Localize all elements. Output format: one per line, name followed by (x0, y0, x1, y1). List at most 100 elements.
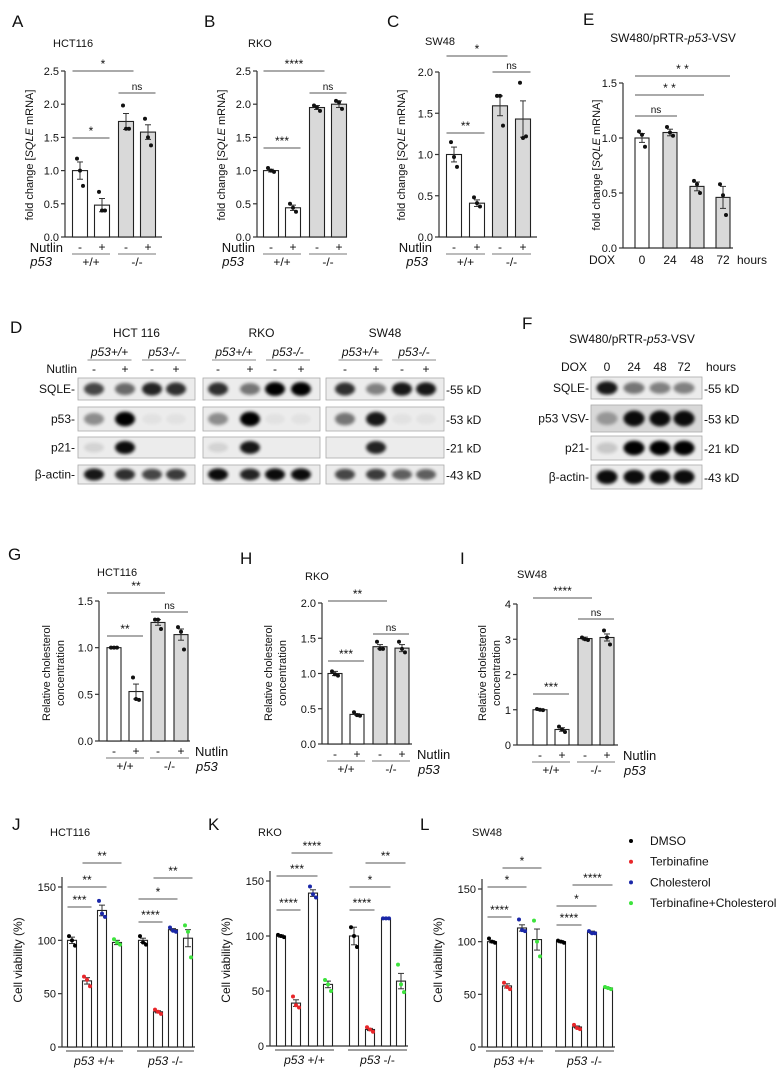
blot-band (673, 469, 695, 485)
lane-label: - (78, 240, 82, 254)
row-label-hours: hours (737, 253, 767, 267)
lane-label: 48 (690, 253, 704, 267)
blot-band (596, 411, 618, 426)
blot-strip-0 (590, 376, 703, 400)
significance-label: ** (168, 864, 178, 878)
blot-band (240, 468, 260, 481)
row-label-nutlin: Nutlin (399, 240, 432, 255)
bar (634, 137, 650, 249)
data-point (535, 939, 539, 944)
significance-label: **** (353, 896, 372, 910)
data-point (381, 646, 385, 651)
data-point (603, 984, 607, 989)
lane-label: + (422, 362, 429, 376)
group-gene: p53 (283, 1053, 304, 1067)
blot-strip-3 (77, 464, 196, 485)
data-point (637, 129, 641, 134)
lane-label: + (335, 240, 342, 254)
bar (689, 185, 705, 249)
chart-title-part: SW480/pRTR- (610, 31, 688, 45)
significance-label: ** (461, 119, 471, 133)
blot-size-label: -55 kD (446, 383, 482, 397)
chart-title: SW48 (517, 569, 547, 581)
data-point (602, 628, 606, 633)
significance-label: **** (560, 911, 579, 925)
legend-label: Terbinafine (650, 855, 709, 869)
chart-title: HCT116 (53, 38, 93, 50)
data-point (272, 169, 276, 174)
blot-band (623, 469, 645, 485)
panel-letter-I: I (460, 549, 465, 568)
lane-label: + (372, 362, 379, 376)
blot-strip-0 (202, 377, 321, 401)
group-label: p53 -/- (566, 1054, 602, 1068)
group-gene: p53 (359, 1053, 380, 1067)
bar (599, 636, 615, 746)
data-point (378, 646, 382, 651)
data-point (88, 984, 92, 989)
significance-label: * * (676, 62, 689, 76)
blot-frame (77, 377, 196, 401)
group-label: +/+ (82, 255, 99, 269)
data-point (115, 645, 119, 650)
chart-title: HCT116 (50, 827, 90, 839)
lane-label: + (398, 747, 405, 761)
data-point (403, 650, 407, 655)
lane-label: + (353, 747, 360, 761)
data-point (368, 1027, 372, 1032)
y-tick-label: 0.0 (301, 739, 316, 751)
data-point (329, 989, 333, 993)
group-label: p53 -/- (147, 1054, 183, 1068)
data-point (323, 978, 327, 982)
data-point (505, 984, 509, 989)
blot-band (240, 441, 260, 454)
data-point (282, 935, 286, 940)
chart-title: SW48 (425, 36, 455, 48)
significance-label: **** (303, 839, 322, 853)
data-point (297, 1005, 301, 1010)
y-axis-label-part: SQLE (216, 127, 228, 157)
bar (96, 909, 108, 1048)
blot-genotype: p53+/+ (214, 345, 252, 359)
y-axis-label-part: SQLE (24, 127, 36, 157)
blot-frame (590, 376, 703, 400)
bar (586, 931, 598, 1048)
data-point (269, 168, 273, 173)
significance-label: * (574, 892, 579, 906)
y-axis-label: Relative cholesterol (477, 625, 489, 721)
legend-label: DMSO (650, 834, 686, 848)
y-tick-label: 100 (38, 935, 56, 947)
blot-strip-1 (77, 406, 196, 432)
significance-label: ** (97, 849, 107, 863)
data-point (171, 928, 175, 933)
blot-band (623, 440, 645, 456)
blot-band (649, 440, 671, 456)
significance-label: * (475, 42, 480, 56)
blot-genotype: p53+/+ (90, 345, 128, 359)
lane-label: + (289, 240, 296, 254)
bar (173, 634, 189, 742)
y-tick-label: 1.5 (78, 596, 93, 608)
y-axis-label: Cell viability (%) (219, 917, 233, 1002)
bar (167, 929, 179, 1048)
data-point (508, 987, 512, 992)
data-point (294, 209, 298, 214)
group-gene: p53 (147, 1054, 168, 1068)
bar (106, 647, 122, 742)
group-genotype: -/- (172, 1054, 183, 1068)
y-tick-label: 0.5 (44, 199, 59, 211)
significance-label: ** (82, 873, 92, 887)
row-label-p53: p53 (417, 762, 440, 777)
group-label: p53 +/+ (283, 1053, 325, 1067)
data-point (183, 923, 187, 928)
blot-strip-1 (590, 404, 703, 433)
data-point (563, 729, 567, 734)
lane-label: - (273, 362, 277, 376)
y-axis-label: concentration (491, 640, 503, 706)
bar (152, 1011, 164, 1048)
data-point (387, 916, 391, 921)
y-axis-label-part: fold change [ (396, 157, 408, 220)
data-point (478, 204, 482, 209)
data-point (692, 178, 696, 183)
bar (150, 621, 166, 742)
